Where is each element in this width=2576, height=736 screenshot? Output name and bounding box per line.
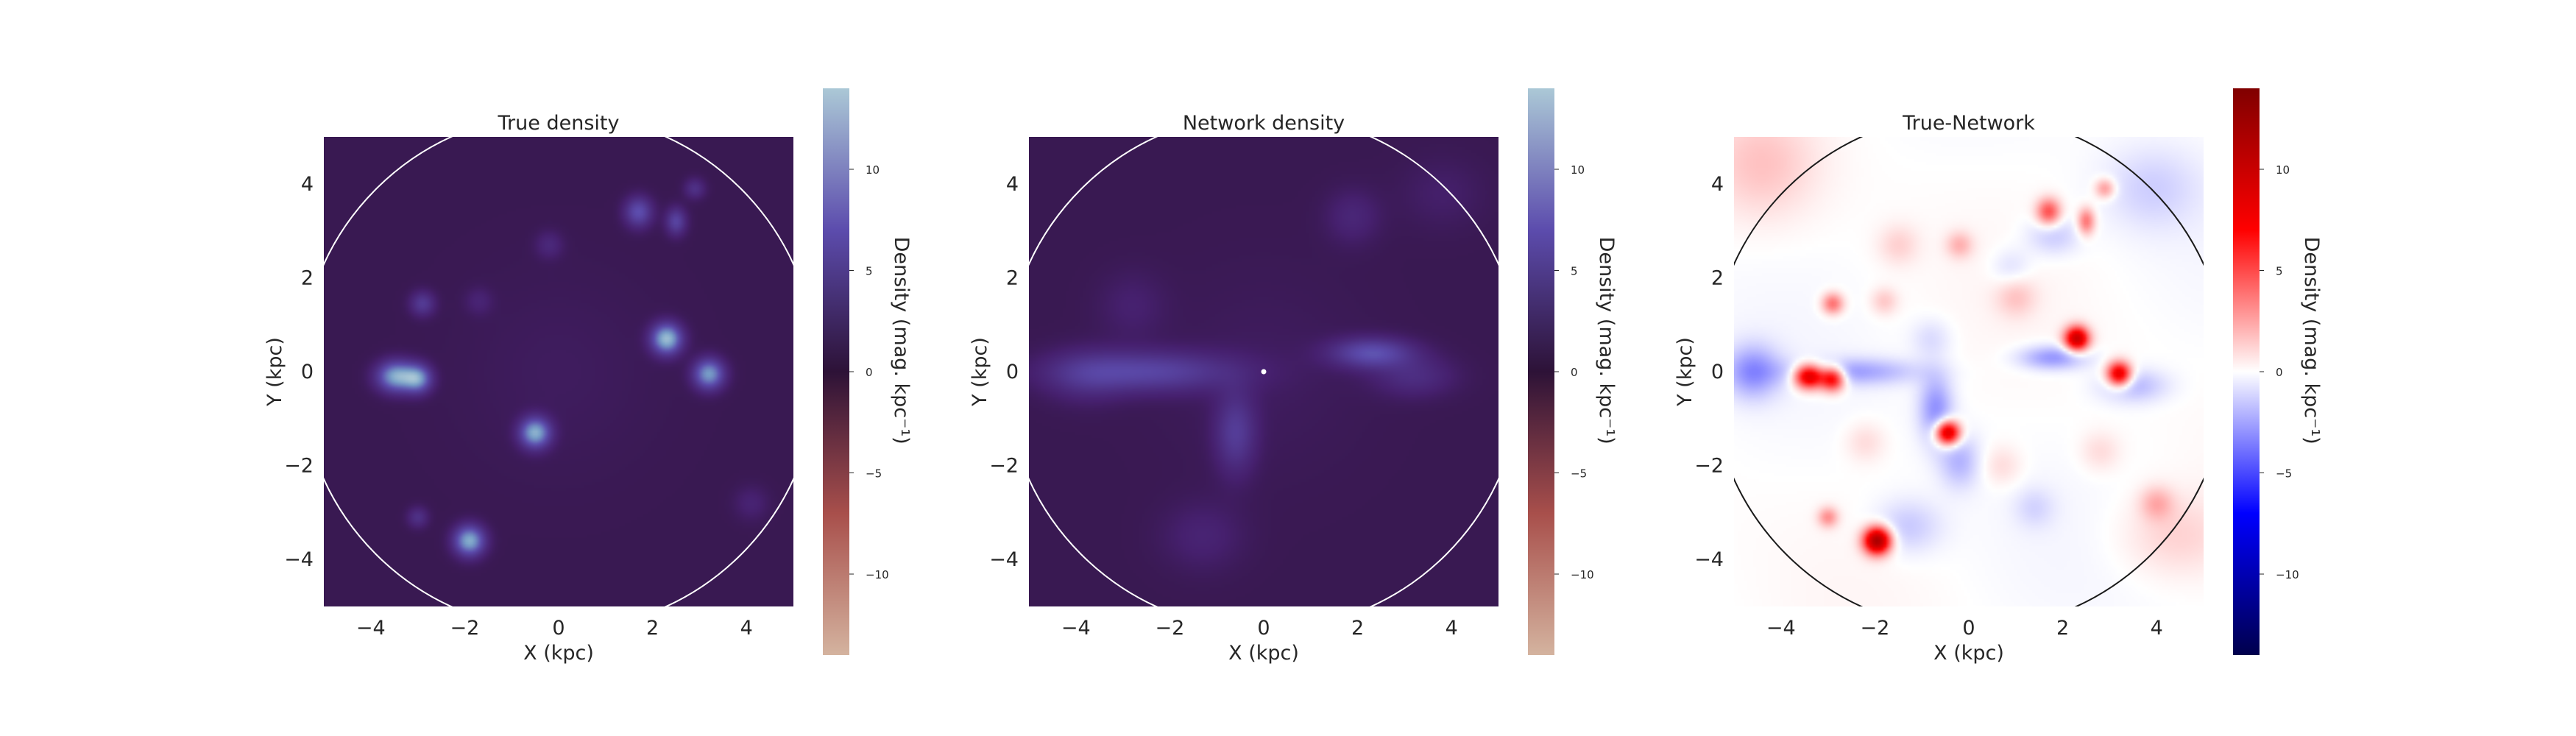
y-tick-label: −4 <box>1694 548 1724 571</box>
x-axis-label: X (kpc) <box>1933 642 2004 665</box>
colorbar-tick-label: 5 <box>866 265 873 278</box>
colorbar-tick-label: 10 <box>1571 163 1585 177</box>
x-tick-label: 0 <box>1257 617 1270 640</box>
colorbar-tick-label: 10 <box>2276 163 2290 177</box>
x-tick-label: −2 <box>1155 617 1184 640</box>
colorbar-tick-label: −5 <box>2276 467 2292 481</box>
y-tick-label: 2 <box>301 266 314 289</box>
colorbar-tick-label: 0 <box>1571 366 1578 379</box>
y-tick-label: 4 <box>1006 173 1019 196</box>
panel-2: Network density −4 −2 0 2 4 4 2 0 −2 −4 X (kpc) Y (k… <box>969 88 1618 665</box>
colorbar-gradient <box>823 88 849 655</box>
colorbar: 10 5 0 −5 −10 Density (mag. kpc⁻¹) <box>1528 88 1618 655</box>
y-axis-label: Y (kpc) <box>263 337 286 407</box>
heatmap-image <box>324 137 793 606</box>
x-tick-label: 4 <box>740 617 753 640</box>
y-tick-label: 0 <box>1006 361 1019 383</box>
x-axis-label: X (kpc) <box>1228 642 1299 665</box>
x-tick-label: 4 <box>1446 617 1458 640</box>
colorbar-label: Density (mag. kpc⁻¹) <box>1595 237 1618 445</box>
colorbar-gradient <box>1528 88 1554 655</box>
y-tick-label: −4 <box>284 548 314 571</box>
colorbar-tick-label: 10 <box>866 163 880 177</box>
colorbar: 10 5 0 −5 −10 Density (mag. kpc⁻¹) <box>823 88 913 655</box>
y-tick-label: 4 <box>301 173 314 196</box>
colorbar-tick-label: 5 <box>2276 265 2283 278</box>
y-tick-label: −2 <box>989 455 1019 478</box>
x-tick-label: −2 <box>450 617 479 640</box>
y-tick-label: 0 <box>1711 361 1724 383</box>
x-tick-label: −4 <box>356 617 386 640</box>
x-tick-label: −4 <box>1766 617 1796 640</box>
panel-title: True-Network <box>1902 112 2035 135</box>
x-tick-label: 2 <box>646 617 659 640</box>
colorbar-tick-label: 0 <box>866 366 873 379</box>
center-marker <box>1261 369 1267 375</box>
colorbar-label: Density (mag. kpc⁻¹) <box>2300 237 2323 445</box>
colorbar-tick-label: 0 <box>2276 366 2283 379</box>
y-tick-label: −2 <box>284 455 314 478</box>
colorbar-tick-label: −10 <box>866 568 889 581</box>
panel-3: True-Network −4 −2 0 2 4 4 2 0 −2 −4 X (kpc) Y (kpc)… <box>1674 88 2323 665</box>
x-tick-label: 2 <box>1351 617 1364 640</box>
heatmap-image <box>1734 137 2204 606</box>
panel-title: True density <box>498 112 620 135</box>
x-tick-label: 0 <box>1962 617 1975 640</box>
y-tick-label: 4 <box>1711 173 1724 196</box>
panel-1: True density −4 −2 0 2 4 4 2 0 −2 −4 X (kpc) Y (kpc)… <box>263 88 913 665</box>
y-tick-label: 2 <box>1711 266 1724 289</box>
colorbar-tick-label: −10 <box>1571 568 1594 581</box>
x-tick-label: 2 <box>2056 617 2069 640</box>
y-tick-label: −4 <box>989 548 1019 571</box>
colorbar-tick-label: −5 <box>866 467 882 481</box>
colorbar-tick-label: −10 <box>2276 568 2299 581</box>
y-tick-label: 2 <box>1006 266 1019 289</box>
colorbar-gradient <box>2233 88 2260 655</box>
x-axis-label: X (kpc) <box>523 642 594 665</box>
y-tick-label: −2 <box>1694 455 1724 478</box>
colorbar-tick-label: −5 <box>1571 467 1587 481</box>
x-tick-label: −4 <box>1061 617 1091 640</box>
colorbar-tick-label: 5 <box>1571 265 1578 278</box>
y-tick-label: 0 <box>301 361 314 383</box>
colorbar-label: Density (mag. kpc⁻¹) <box>890 237 913 445</box>
panel-title: Network density <box>1183 112 1345 135</box>
x-tick-label: −2 <box>1860 617 1889 640</box>
x-tick-label: 0 <box>552 617 565 640</box>
y-axis-label: Y (kpc) <box>1674 337 1696 407</box>
x-tick-label: 4 <box>2151 617 2163 640</box>
y-axis-label: Y (kpc) <box>969 337 991 407</box>
colorbar: 10 5 0 −5 −10 Density (mag. kpc⁻¹) <box>2233 88 2323 655</box>
